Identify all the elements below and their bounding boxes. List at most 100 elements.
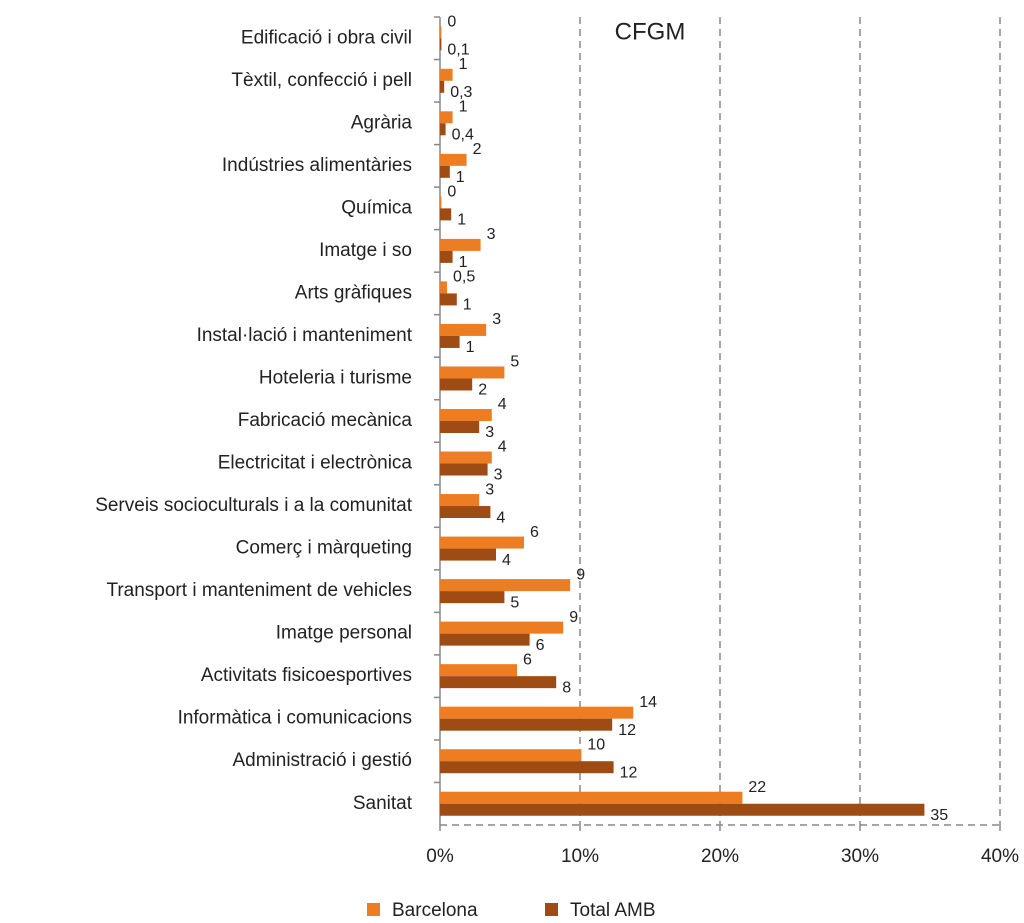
y-tick-label: Instal·lació i manteniment (197, 325, 413, 346)
y-tick-label: Activitats fisicoesportives (201, 665, 412, 686)
y-tick-label: Sanitat (353, 793, 413, 814)
bar (440, 208, 452, 221)
data-label: 4 (498, 439, 507, 456)
bar (440, 803, 925, 816)
y-tick-label: Comerç i màrqueting (236, 538, 412, 559)
data-label: 3 (492, 311, 501, 328)
y-tick-label: Imatge personal (276, 623, 412, 644)
data-label: 3 (485, 424, 494, 441)
data-label: 3 (485, 481, 494, 498)
bar (440, 494, 480, 507)
data-label: 12 (620, 764, 638, 781)
data-label: 5 (510, 594, 519, 611)
bar (440, 676, 557, 689)
data-label: 2 (478, 382, 487, 399)
y-tick-label: Fabricació mecànica (238, 410, 413, 431)
bar (440, 761, 614, 774)
bar (440, 281, 447, 294)
data-label: 4 (496, 509, 505, 526)
data-label: 1 (456, 169, 465, 186)
bar (440, 791, 743, 804)
data-label: 1 (459, 254, 468, 271)
data-label: 8 (562, 679, 571, 696)
data-label: 3 (487, 226, 496, 243)
bar (440, 378, 473, 391)
y-tick-label: Informàtica i comunicacions (178, 708, 412, 729)
bar (440, 536, 524, 549)
bar (440, 80, 445, 93)
chart-annotation: CFGM (615, 18, 686, 45)
x-tick-label: 20% (701, 846, 739, 867)
y-tick-label: Transport i manteniment de vehicles (106, 580, 412, 601)
data-label: 1 (459, 56, 468, 73)
bar (440, 451, 492, 464)
y-tick-label: Indústries alimentàries (222, 155, 412, 176)
bar (440, 548, 496, 561)
x-tick-label: 30% (841, 846, 879, 867)
bar (440, 153, 467, 166)
data-label: 6 (536, 637, 545, 654)
y-tick-label: Edificació i obra civil (241, 27, 412, 48)
data-label: 10 (587, 736, 605, 753)
data-label: 1 (466, 339, 475, 356)
y-tick-label: Agrària (351, 112, 413, 133)
bar (440, 111, 453, 124)
y-tick-label: Hoteleria i turisme (259, 367, 412, 388)
data-label: 6 (523, 651, 532, 668)
y-tick-label: Electricitat i electrònica (218, 453, 413, 474)
bar (440, 238, 481, 251)
y-tick-label: Química (341, 197, 412, 218)
data-label: 9 (569, 609, 578, 626)
data-label: 0,5 (453, 269, 475, 286)
bar (440, 621, 564, 634)
y-tick-label: Arts gràfiques (295, 282, 412, 303)
bar (440, 421, 480, 433)
data-label: 3 (494, 467, 503, 484)
bar (440, 123, 446, 136)
legend-swatch (545, 903, 558, 916)
bar (440, 664, 517, 677)
bar (440, 293, 457, 306)
bar (440, 706, 634, 719)
bar (440, 38, 442, 51)
bar (440, 633, 530, 646)
data-label: 14 (639, 694, 657, 711)
bar (440, 506, 491, 519)
bar (440, 366, 505, 379)
x-tick-label: 0% (426, 846, 454, 867)
data-label: 22 (748, 779, 766, 796)
bar (440, 250, 453, 263)
data-label: 2 (473, 141, 482, 158)
data-label: 12 (618, 722, 636, 739)
y-tick-label: Serveis socioculturals i a la comunitat (95, 495, 413, 516)
x-tick-label: 40% (981, 846, 1019, 867)
bar (440, 26, 442, 39)
data-label: 0 (447, 13, 456, 30)
bar (440, 718, 613, 731)
bar (440, 591, 505, 604)
bar (440, 68, 453, 81)
bar (440, 196, 442, 209)
data-label: 1 (457, 212, 466, 229)
legend-swatch (367, 903, 380, 916)
data-label: 4 (502, 552, 511, 569)
legend-label: Total AMB (570, 900, 656, 921)
data-label: 1 (463, 297, 472, 314)
data-label: 5 (510, 354, 519, 371)
bar (440, 579, 571, 592)
bar (440, 749, 582, 762)
data-label: 0,1 (447, 41, 469, 58)
data-label: 35 (930, 807, 948, 824)
y-tick-label: Imatge i so (319, 240, 412, 261)
data-label: 9 (576, 566, 585, 583)
y-tick-label: Administració i gestió (232, 750, 412, 771)
y-tick-label: Tèxtil, confecció i pell (231, 70, 412, 91)
bar (440, 463, 488, 476)
data-label: 0 (447, 184, 456, 201)
data-label: 4 (498, 396, 507, 413)
bar (440, 165, 450, 178)
legend-label: Barcelona (392, 900, 478, 921)
data-label: 6 (530, 524, 539, 541)
bar (440, 409, 492, 421)
